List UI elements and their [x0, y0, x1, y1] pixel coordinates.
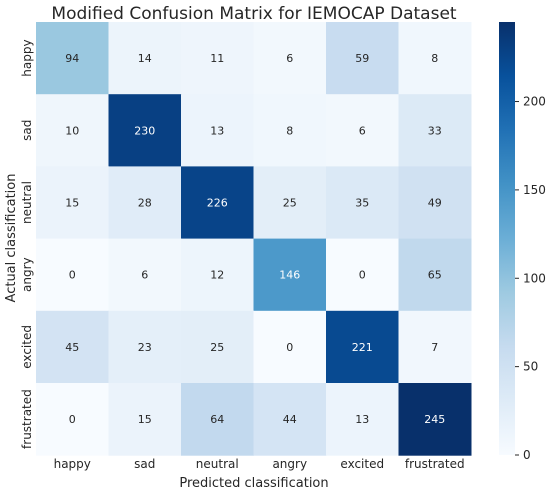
heatmap-cell	[108, 383, 182, 456]
y-tick-label: angry	[20, 257, 34, 292]
y-tick-label: excited	[20, 325, 34, 369]
heatmap-cell	[36, 238, 109, 312]
heatmap-cell	[36, 94, 109, 167]
heatmap-cell	[108, 22, 182, 95]
colorbar-tick-label: 100	[523, 271, 546, 285]
heatmap-cell	[398, 238, 472, 312]
y-tick-label: neutral	[20, 181, 34, 224]
colorbar	[499, 22, 515, 455]
x-tick-label: sad	[134, 457, 155, 471]
heatmap-cell	[108, 166, 182, 240]
x-tick-label: neutral	[196, 457, 239, 471]
heatmap-cell	[181, 22, 254, 95]
heatmap-cell	[326, 238, 399, 312]
heatmap-cell	[36, 310, 109, 384]
cell-value-label: 59	[355, 52, 369, 65]
heatmap-cell	[181, 238, 254, 312]
cell-value-label: 0	[286, 341, 293, 354]
cell-value-label: 6	[359, 124, 366, 137]
heatmap-cell	[181, 166, 254, 240]
x-tick-label: angry	[272, 457, 307, 471]
cell-value-label: 64	[210, 413, 224, 426]
heatmap-cell	[181, 310, 254, 384]
heatmap-cell	[181, 94, 254, 167]
cell-value-label: 10	[65, 124, 79, 137]
x-axis-label: Predicted classification	[179, 476, 328, 491]
colorbar-tick-label: 50	[523, 360, 538, 374]
cell-value-label: 65	[428, 269, 442, 282]
cell-value-label: 25	[210, 341, 224, 354]
heatmap-cell	[108, 238, 182, 312]
heatmap-cell	[326, 383, 399, 456]
x-tick-label: frustrated	[405, 457, 465, 471]
cell-value-label: 8	[286, 124, 293, 137]
heatmap-cell	[108, 94, 182, 167]
cell-value-label: 23	[138, 341, 152, 354]
cell-value-label: 0	[69, 269, 76, 282]
heatmap-cell	[326, 166, 399, 240]
cell-value-label: 49	[428, 197, 442, 210]
cell-value-label: 35	[355, 197, 369, 210]
chart-title: Modified Confusion Matrix for IEMOCAP Da…	[51, 4, 456, 24]
cell-value-label: 13	[210, 124, 224, 137]
colorbar-ticks: 0 50 100 150 200	[515, 95, 546, 462]
x-tick-labels: happy sad neutral angry excited frustrated	[54, 457, 465, 471]
heatmap-cell	[36, 383, 109, 456]
y-axis-label: Actual classification	[4, 174, 19, 303]
heatmap-cell	[253, 22, 327, 95]
heatmap-cell	[108, 310, 182, 384]
cell-value-label: 94	[65, 52, 79, 65]
heatmap-cell	[398, 383, 472, 456]
y-tick-label: frustrated	[20, 389, 34, 449]
cell-value-label: 15	[138, 413, 152, 426]
heatmap-cell	[253, 383, 327, 456]
x-tick-label: excited	[340, 457, 384, 471]
cell-value-label: 146	[279, 269, 300, 282]
cell-value-label: 0	[69, 413, 76, 426]
heatmap-cell	[36, 166, 109, 240]
cell-value-label: 7	[431, 341, 438, 354]
cell-value-label: 14	[138, 52, 152, 65]
cell-value-label: 8	[431, 52, 438, 65]
cell-value-label: 226	[207, 197, 228, 210]
cell-value-label: 0	[359, 269, 366, 282]
x-tick-label: happy	[54, 457, 91, 471]
heatmap-cell	[398, 310, 472, 384]
y-tick-labels: happy sad neutral angry excited frustrated	[20, 39, 34, 449]
heatmap-cell	[398, 22, 472, 95]
cell-value-label: 45	[65, 341, 79, 354]
cell-value-label: 11	[210, 52, 224, 65]
heatmap-cell	[398, 94, 472, 167]
heatmap-cell	[253, 310, 327, 384]
heatmap-cell	[326, 94, 399, 167]
colorbar-tick-label: 200	[523, 95, 546, 109]
cell-value-label: 230	[134, 124, 155, 137]
heatmap-cell	[36, 22, 109, 95]
heatmap-cell	[181, 383, 254, 456]
colorbar-tick-label: 150	[523, 183, 546, 197]
y-tick-label: happy	[20, 39, 34, 76]
cell-value-label: 6	[141, 269, 148, 282]
cell-value-label: 6	[286, 52, 293, 65]
cell-value-label: 33	[428, 124, 442, 137]
cell-value-label: 25	[283, 197, 297, 210]
heatmap-cell	[253, 238, 327, 312]
heatmap-cell	[326, 310, 399, 384]
cell-value-label: 221	[352, 341, 373, 354]
heatmap-cell	[253, 94, 327, 167]
heatmap-cell	[398, 166, 472, 240]
cell-value-label: 13	[355, 413, 369, 426]
y-tick-label: sad	[20, 120, 34, 141]
cell-value-label: 245	[424, 413, 445, 426]
cell-value-label: 12	[210, 269, 224, 282]
cell-value-label: 28	[138, 197, 152, 210]
colorbar-tick-label: 0	[523, 448, 531, 462]
cell-value-label: 15	[65, 197, 79, 210]
cell-value-label: 44	[283, 413, 297, 426]
heatmap-cell	[253, 166, 327, 240]
heatmap-cell	[326, 22, 399, 95]
